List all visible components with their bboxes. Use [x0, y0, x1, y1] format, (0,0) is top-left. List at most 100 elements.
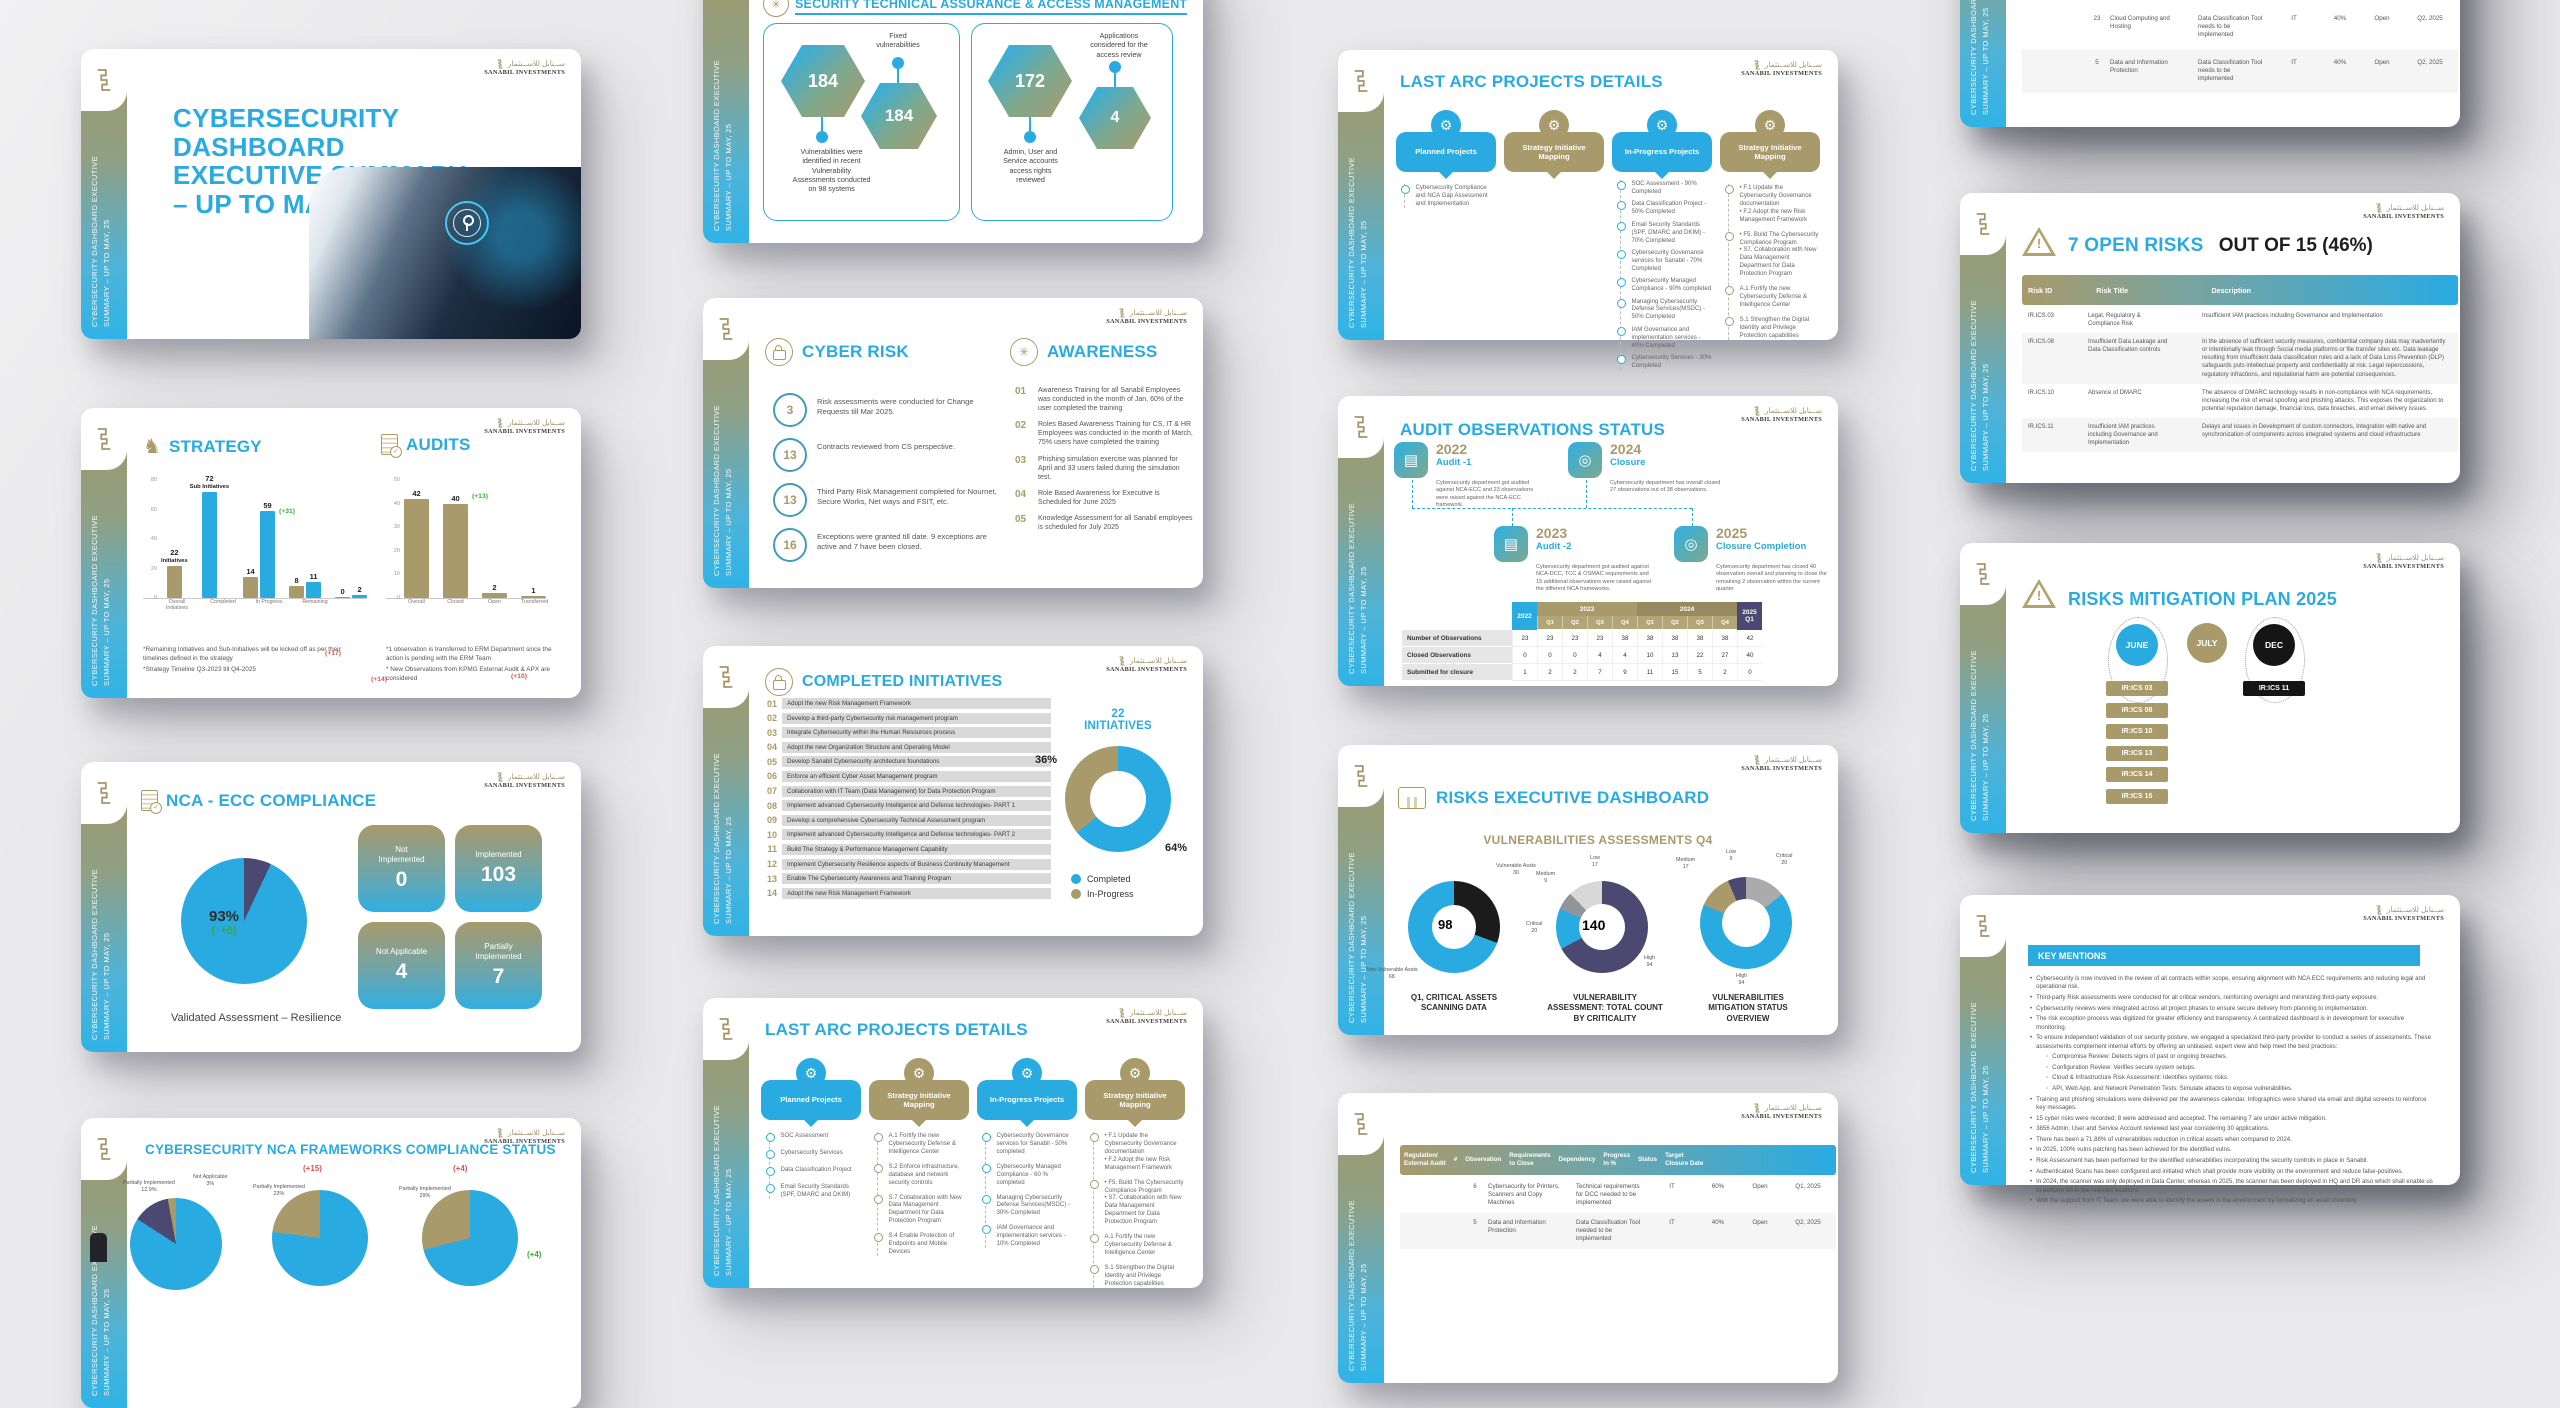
connector-line — [821, 117, 823, 131]
audit-obs-rows: Number of Observations 23 23 23 23 38 38 38 38 3… — [1402, 630, 1762, 681]
compliance-pie-chart — [181, 858, 307, 984]
connector-line — [1029, 117, 1031, 131]
mention-item: • Cybersecurity is now involved in the r… — [2030, 975, 2426, 991]
timeline-connector — [1512, 508, 1513, 526]
slide-risks-dashboard[interactable]: CYBERSECURITY DASHBOARD EXECUTIVE SUMMARY… — [1338, 745, 1838, 1035]
dec-pill: IR:ICS 11 — [2243, 681, 2305, 696]
sidebar-vertical-text: CYBERSECURITY DASHBOARD EXECUTIVE SUMMARY… — [1969, 299, 1990, 471]
slide-regulation-table-1[interactable]: CYBERSECURITY DASHBOARD EXECUTIVE SUMMARY… — [1338, 1093, 1838, 1383]
sidebar-vertical-text: CYBERSECURITY DASHBOARD EXECUTIVE SUMMARY… — [712, 404, 733, 576]
sidebar-vertical-text: CYBERSECURITY DASHBOARD EXECUTIVE SUMMARY… — [90, 868, 111, 1040]
arc-item: • F.1 Update the Cybersecurity Governanc… — [1724, 184, 1820, 224]
slide-nca-frameworks[interactable]: CYBERSECURITY DASHBOARD EXECUTIVE SUMMARY… — [81, 1118, 581, 1408]
deck-title: CYBERSECURITY DASHBOARD EXECUTIVE SUMMAR… — [173, 103, 466, 219]
initiatives-list: 01 Adopt the new Risk Management Framewo… — [761, 698, 1051, 902]
cyber-risk-item: 13 Contracts reviewed from CS perspectiv… — [773, 438, 1003, 472]
sanabil-logo: ســنابل للاســتثمار SANABIL INVESTMENTS — [1741, 1102, 1822, 1120]
warning-icon: ! — [2022, 227, 2056, 257]
sidebar-vertical-text: CYBERSECURITY DASHBOARD EXECUTIVE SUMMARY… — [712, 752, 733, 924]
arc-item: • F5. Build The Cybersecurity Compliance… — [1724, 231, 1820, 279]
legend-item: In-Progress — [1071, 889, 1134, 899]
compliance-delta: (↑+5) — [211, 925, 237, 937]
slide-audit-observations[interactable]: CYBERSECURITY DASHBOARD EXECUTIVE SUMMARY… — [1338, 396, 1838, 686]
arc-item: Cybersecurity Compliance and NCA Gap Ass… — [1400, 184, 1496, 208]
reg-table-header: Regulation/ External Audit # Observation Re… — [1400, 1145, 1836, 1175]
initiative-row: 11 Build The Strategy & Performance Mana… — [761, 843, 1051, 855]
slide-strategy-audits[interactable]: CYBERSECURITY DASHBOARD EXECUTIVE SUMMARY… — [81, 408, 581, 698]
col-2024: 2024 — [1637, 602, 1737, 616]
cyber-risk-item: 13 Third Party Risk Management completed… — [773, 483, 1003, 517]
arc-item: S.1 Strengthen the Digital Identity and … — [1089, 1264, 1185, 1288]
slide-cyber-risk-awareness[interactable]: CYBERSECURITY DASHBOARD EXECUTIVE SUMMARY… — [703, 298, 1203, 588]
arc-item: Managing Cybersecurity Defense Services(… — [1616, 298, 1712, 322]
sanabil-logo: ســنابل للاســتثمار SANABIL INVESTMENTS — [484, 58, 565, 76]
gear-icon: ⚙ — [1431, 110, 1461, 140]
slide-open-risks[interactable]: CYBERSECURITY DASHBOARD EXECUTIVE SUMMARY… — [1960, 193, 2460, 483]
initiative-row: 02 Develop a third-party Cybersecurity r… — [761, 712, 1051, 724]
slide-regulation-table-2[interactable]: CYBERSECURITY DASHBOARD EXECUTIVE SUMMARY… — [1960, 0, 2460, 127]
slide-last-arc-projects-3[interactable]: CYBERSECURITY DASHBOARD EXECUTIVE SUMMARY… — [1338, 50, 1838, 370]
ncc-caption: Validated Assessment – Resilience — [171, 1012, 342, 1024]
risk-row: IR.ICS.10 Absence of DMARC The absence o… — [2028, 389, 2444, 412]
compliance-doc-icon — [141, 790, 162, 814]
arc-item: S.1 Strengthen the Digital Identity and … — [1724, 316, 1820, 340]
slide-sidebar: CYBERSECURITY DASHBOARD EXECUTIVE SUMMARY… — [703, 0, 749, 243]
node-2023: ▤ 2023 Audit -2 Cybersecurity department … — [1494, 525, 1654, 593]
hex-172: 172 — [988, 45, 1072, 117]
slide-security-technical-assurance[interactable]: CYBERSECURITY DASHBOARD EXECUTIVE SUMMARY… — [703, 0, 1203, 243]
arc-item: Cybersecurity Managed Compliance - 90% c… — [1616, 277, 1712, 293]
initiatives-title: COMPLETED INITIATIVES — [802, 673, 1003, 690]
mention-item: • Risk Assessment has been performed for… — [2030, 1156, 2369, 1164]
donut2-label-medium: Medium 9 — [1536, 871, 1556, 884]
slide-last-arc-projects-2[interactable]: CYBERSECURITY DASHBOARD EXECUTIVE SUMMARY… — [703, 998, 1203, 1288]
connector-line — [1114, 73, 1116, 87]
sidebar-vertical-text: CYBERSECURITY DASHBOARD EXECUTIVE SUMMARY… — [1347, 851, 1368, 1023]
slide-title[interactable]: CYBERSECURITY DASHBOARD EXECUTIVE SUMMARY… — [81, 49, 581, 339]
risk-pill: IR:ICS 14 — [2106, 767, 2168, 782]
slide-mitigation-plan[interactable]: CYBERSECURITY DASHBOARD EXECUTIVE SUMMARY… — [1960, 543, 2460, 833]
donut3-caption: VULNERABILITIES MITIGATION STATUS OVERVI… — [1708, 993, 1788, 1023]
arc-item: SOC Assessment — [765, 1132, 861, 1142]
donut2-label-high: High 94 — [1644, 955, 1656, 968]
donut-criticality — [1556, 881, 1648, 973]
timeline-connector — [1412, 480, 1413, 508]
risk-pill: IR:ICS 03 — [2106, 681, 2168, 696]
audit-obs-title: AUDIT OBSERVATIONS STATUS — [1400, 420, 1666, 439]
arc-item: S.7 Collaboration with New Data Manageme… — [873, 1194, 969, 1226]
arc-item: Cybersecurity Services — [765, 1149, 861, 1159]
pie1-label: Partially Implemented 12.9% — [123, 1180, 175, 1193]
sanabil-logo: ســنابل للاســتثمار SANABIL INVESTMENTS — [484, 1127, 565, 1145]
sta-title: SECURITY TECHNICAL ASSURANCE & ACCESS MA… — [795, 0, 1188, 15]
slide-completed-initiatives[interactable]: CYBERSECURITY DASHBOARD EXECUTIVE SUMMARY… — [703, 646, 1203, 936]
sidebar-vertical-text: CYBERSECURITY DASHBOARD EXECUTIVE SUMMARY… — [1969, 1001, 1990, 1173]
slide-nca-ecc-compliance[interactable]: CYBERSECURITY DASHBOARD EXECUTIVE SUMMARY… — [81, 762, 581, 1052]
slide-key-mentions[interactable]: CYBERSECURITY DASHBOARD EXECUTIVE SUMMARY… — [1960, 895, 2460, 1204]
donut-critical-assets — [1408, 881, 1500, 973]
donut3-label-low: Low 9 — [1726, 849, 1736, 862]
mention-item: ◦ Compromise Review: Detects signs of pa… — [2046, 1053, 2228, 1061]
connector-dot — [1024, 131, 1036, 143]
sanabil-logo-icon — [497, 59, 503, 69]
sanabil-logo: ســنابل للاســتثمار SANABIL INVESTMENTS — [484, 417, 565, 435]
sidebar-vertical-text: CYBERSECURITY DASHBOARD EXECUTIVE SUMMARY… — [90, 514, 111, 686]
risk-dash-subtitle: VULNERABILITIES ASSESSMENTS Q4 — [1483, 833, 1713, 847]
reg-table-row: 5 Data and Information Protection Data Cl… — [2022, 49, 2458, 94]
arc-item: Data Classification Project — [765, 1166, 861, 1176]
arc-item: Cybersecurity Services - 30% Completed — [1616, 354, 1712, 370]
risks-table-header: Risk ID Risk Title Description — [2022, 275, 2458, 305]
col-2022: 2022 — [1512, 602, 1537, 630]
col-2023: 2023 — [1537, 602, 1637, 616]
risks-table-rows: IR.ICS.03 Legal, Regulatory & Compliance… — [2022, 307, 2458, 453]
card-implemented: Implemented 103 — [455, 825, 542, 912]
cyber-risk-title: CYBER RISK — [802, 342, 909, 361]
initiative-row: 13 Enable The Cybersecurity Awareness an… — [761, 873, 1051, 885]
initiative-row: 12 Implement Cybersecurity Resilience as… — [761, 858, 1051, 870]
arc-col-mapping-1: ⚙ Strategy Initiative Mapping A.1 Fortif… — [869, 1058, 969, 1263]
sanabil-logo: ســنابل للاســتثمار SANABIL INVESTMENTS — [1741, 405, 1822, 423]
dashboard-icon — [1398, 787, 1426, 809]
strategy-notes: *Remaining Initiatives and Sub-Initiativ… — [143, 646, 341, 674]
sanabil-logo: ســنابل للاســتثمار SANABIL INVESTMENTS — [1106, 307, 1187, 325]
sidebar-vertical-text: CYBERSECURITY DASHBOARD EXECUTIVE SUMMARY… — [712, 59, 733, 231]
bug-scan-icon: ✳ — [763, 0, 789, 17]
mention-item: ◦ API, Web App, and Network Penetration … — [2046, 1084, 2293, 1092]
